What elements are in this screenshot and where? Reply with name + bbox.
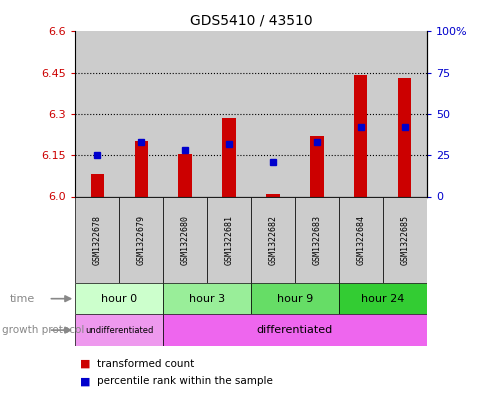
Text: GSM1322678: GSM1322678 (92, 215, 102, 265)
Bar (294, 31, 338, 196)
Text: GSM1322683: GSM1322683 (312, 215, 321, 265)
Bar (163, 283, 251, 314)
Bar (163, 196, 207, 283)
Bar (207, 31, 251, 196)
Bar (250, 31, 294, 196)
Bar (382, 196, 426, 283)
Bar (75, 31, 119, 196)
Text: ■: ■ (80, 376, 91, 386)
Bar (178, 154, 191, 196)
Text: transformed count: transformed count (97, 358, 194, 369)
Bar (353, 75, 367, 196)
Bar (75, 314, 163, 346)
Text: GSM1322680: GSM1322680 (180, 215, 189, 265)
Bar (338, 196, 382, 283)
Title: GDS5410 / 43510: GDS5410 / 43510 (189, 13, 312, 28)
Text: ■: ■ (80, 358, 91, 369)
Bar (91, 174, 104, 196)
Bar (75, 283, 163, 314)
Text: differentiated: differentiated (257, 325, 333, 335)
Bar (163, 314, 426, 346)
Bar (397, 78, 410, 196)
Text: growth protocol: growth protocol (2, 325, 85, 335)
Text: hour 9: hour 9 (276, 294, 312, 304)
Bar (119, 31, 163, 196)
Text: GSM1322685: GSM1322685 (399, 215, 408, 265)
Text: GSM1322679: GSM1322679 (136, 215, 145, 265)
Text: GSM1322681: GSM1322681 (224, 215, 233, 265)
Bar (75, 196, 119, 283)
Bar (251, 196, 294, 283)
Bar (119, 196, 163, 283)
Bar (338, 283, 426, 314)
Text: GSM1322684: GSM1322684 (356, 215, 364, 265)
Bar (338, 31, 382, 196)
Bar (382, 31, 426, 196)
Text: undifferentiated: undifferentiated (85, 326, 153, 334)
Text: percentile rank within the sample: percentile rank within the sample (97, 376, 272, 386)
Bar (163, 31, 207, 196)
Bar (251, 283, 338, 314)
Text: hour 0: hour 0 (101, 294, 137, 304)
Bar (294, 196, 338, 283)
Bar (310, 136, 323, 196)
Text: time: time (10, 294, 35, 304)
Bar (207, 196, 251, 283)
Text: hour 24: hour 24 (361, 294, 404, 304)
Bar (222, 118, 235, 196)
Bar (266, 194, 279, 196)
Bar (134, 141, 148, 196)
Text: GSM1322682: GSM1322682 (268, 215, 277, 265)
Text: hour 3: hour 3 (189, 294, 225, 304)
